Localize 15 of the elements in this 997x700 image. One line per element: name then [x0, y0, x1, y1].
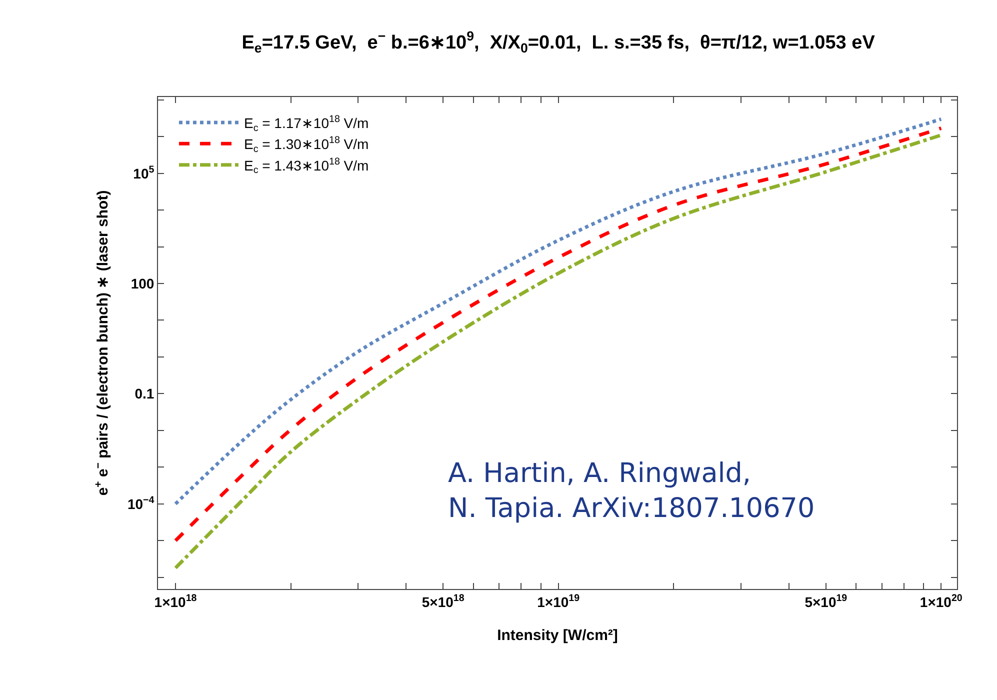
y-tick-label: 0.1: [134, 386, 154, 402]
x-tick-label: 5×10$^{19}$: [804, 592, 848, 610]
legend-label: E$_{c}$ = 1.17∗10$^{18}$ V/m: [244, 114, 369, 134]
x-tick-label: 5×10$^{18}$: [422, 592, 465, 610]
chart-title: E$_{e}$=17.5 GeV, e$^{−}$ b.=6∗10$^{9}$, X/X$_{0}$=0.01, L. s.=35 fs, θ=π/12, w=1.053 eV: [242, 28, 875, 56]
legend-label: E$_{c}$ = 1.30∗10$^{18}$ V/m: [244, 135, 369, 156]
y-tick-label: 10$^{5}$: [133, 164, 155, 182]
x-axis-title: Intensity [W/cm²]: [497, 626, 618, 644]
y-tick-label: 10$^{−4}$: [127, 494, 155, 512]
legend-label: E$_{c}$ = 1.43∗10$^{18}$ V/m: [244, 156, 369, 176]
x-tick-label: 1×10$^{19}$: [537, 592, 580, 610]
x-tick-label: 1×10$^{18}$: [154, 592, 198, 610]
x-tick-label: 1×10$^{20}$: [920, 592, 963, 610]
y-tick-label: 100: [130, 275, 154, 292]
annotation: A. Hartin, A. Ringwald, N. Tapia. ArXiv:1807.10670: [448, 458, 815, 524]
